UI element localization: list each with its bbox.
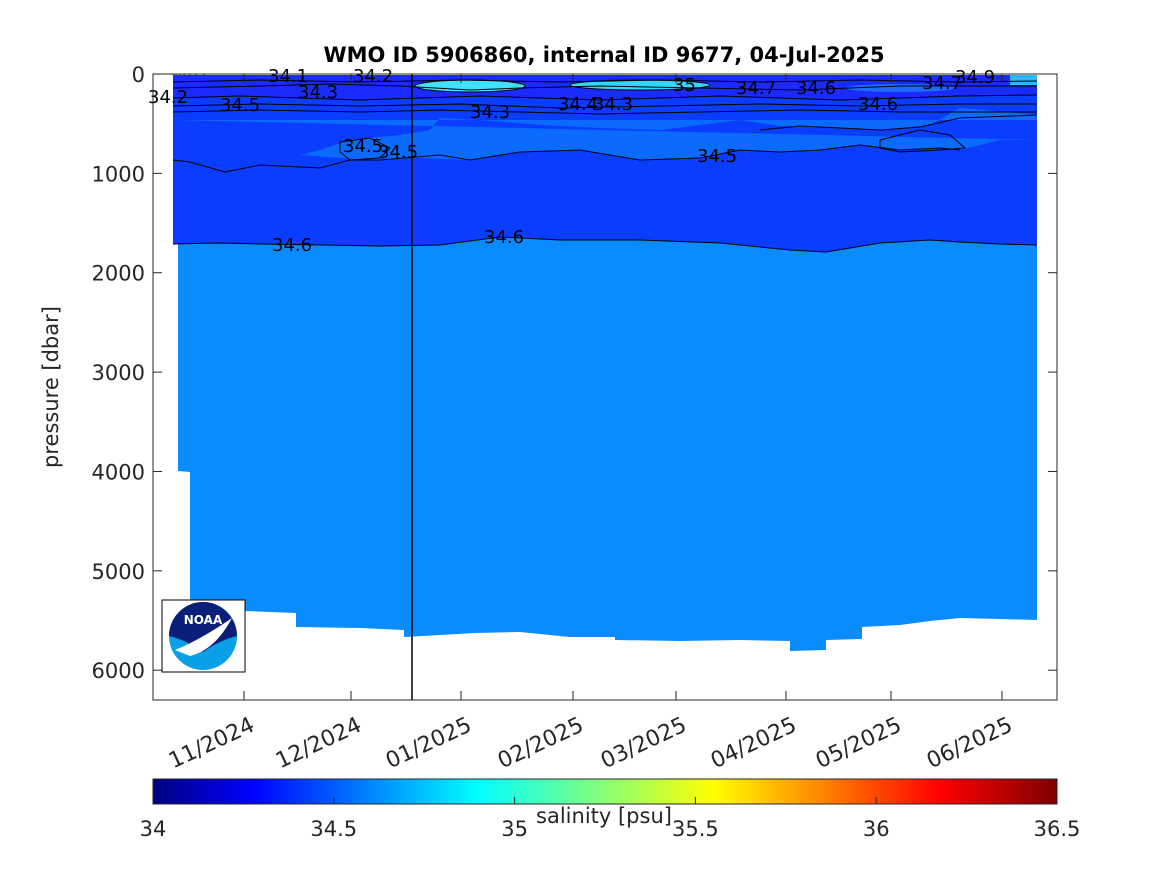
contour-label: 34.6 xyxy=(272,235,312,256)
colorbar-tick-label: 34.5 xyxy=(310,817,357,841)
x-tick-label: 06/2025 xyxy=(923,713,1016,774)
chart-title: WMO ID 5906860, internal ID 9677, 04-Jul… xyxy=(323,43,884,67)
contour-label: 34.3 xyxy=(470,102,510,123)
colorbar-tick-label: 34 xyxy=(140,817,167,841)
noaa-logo: NOAA xyxy=(161,599,246,673)
y-tick-label: 1000 xyxy=(92,162,145,186)
logo-wordmark: NOAA xyxy=(184,613,223,627)
x-tick-label: 04/2025 xyxy=(707,713,800,774)
x-tick-label: 11/2024 xyxy=(165,713,258,774)
y-axis-label: pressure [dbar] xyxy=(39,306,63,468)
x-tick-label: 03/2025 xyxy=(597,713,690,774)
y-tick-label: 4000 xyxy=(92,460,145,484)
colorbar-tick-label: 35 xyxy=(501,817,528,841)
x-tick-label: 05/2025 xyxy=(812,713,905,774)
contour-label: 34.6 xyxy=(796,78,836,99)
x-tick-label: 01/2025 xyxy=(382,713,475,774)
contour-label: 34.7 xyxy=(736,78,776,99)
colorbar-tick-label: 36.5 xyxy=(1034,817,1081,841)
x-tick-label: 12/2024 xyxy=(272,713,365,774)
y-axis: 0 1000 2000 3000 4000 5000 6000 xyxy=(92,63,1057,683)
colorbar xyxy=(152,778,1058,805)
contour-label: 34.9 xyxy=(955,67,995,88)
colorbar-ticks: 34 34.5 35 35.5 36 36.5 xyxy=(140,797,1081,841)
colorbar-tick-label: 35.5 xyxy=(672,817,719,841)
contour-label: 34.4 xyxy=(558,94,598,115)
contour-label: 34.6 xyxy=(858,94,898,115)
contour-label: 34.3 xyxy=(593,94,633,115)
surface-warm-patch xyxy=(1010,75,1037,85)
colorbar-label: salinity [psu] xyxy=(536,804,672,828)
x-tick-label: 02/2025 xyxy=(494,713,587,774)
contour-label: 34.6 xyxy=(484,227,524,248)
contour-label: 34.5 xyxy=(343,136,383,157)
contour-label: 34.2 xyxy=(148,87,188,108)
upper-water-band xyxy=(173,75,1037,252)
y-tick-label: 3000 xyxy=(92,361,145,385)
contour-label: 34.7 xyxy=(922,73,962,94)
contour-label: 34.5 xyxy=(378,142,418,163)
plot-frame xyxy=(152,73,1058,701)
contour-label: 34.1 xyxy=(268,66,308,87)
contour-label: 34.3 xyxy=(298,82,338,103)
y-tick-label: 6000 xyxy=(92,659,145,683)
colorbar-tick-label: 36 xyxy=(863,817,890,841)
contour-label: 34.5 xyxy=(697,146,737,167)
contour-label: 34.5 xyxy=(220,95,260,116)
contour-label: 35 xyxy=(673,75,696,96)
y-tick-label: 0 xyxy=(132,63,145,87)
contour-label: 34.2 xyxy=(353,66,393,87)
contour-lines xyxy=(172,74,1038,253)
salinity-field xyxy=(172,74,1038,651)
contour-labels: 34.1 34.2 34.2 34.3 34.3 34.3 34.4 34.5 … xyxy=(148,66,995,256)
y-tick-label: 2000 xyxy=(92,262,145,286)
y-tick-label: 5000 xyxy=(92,560,145,584)
